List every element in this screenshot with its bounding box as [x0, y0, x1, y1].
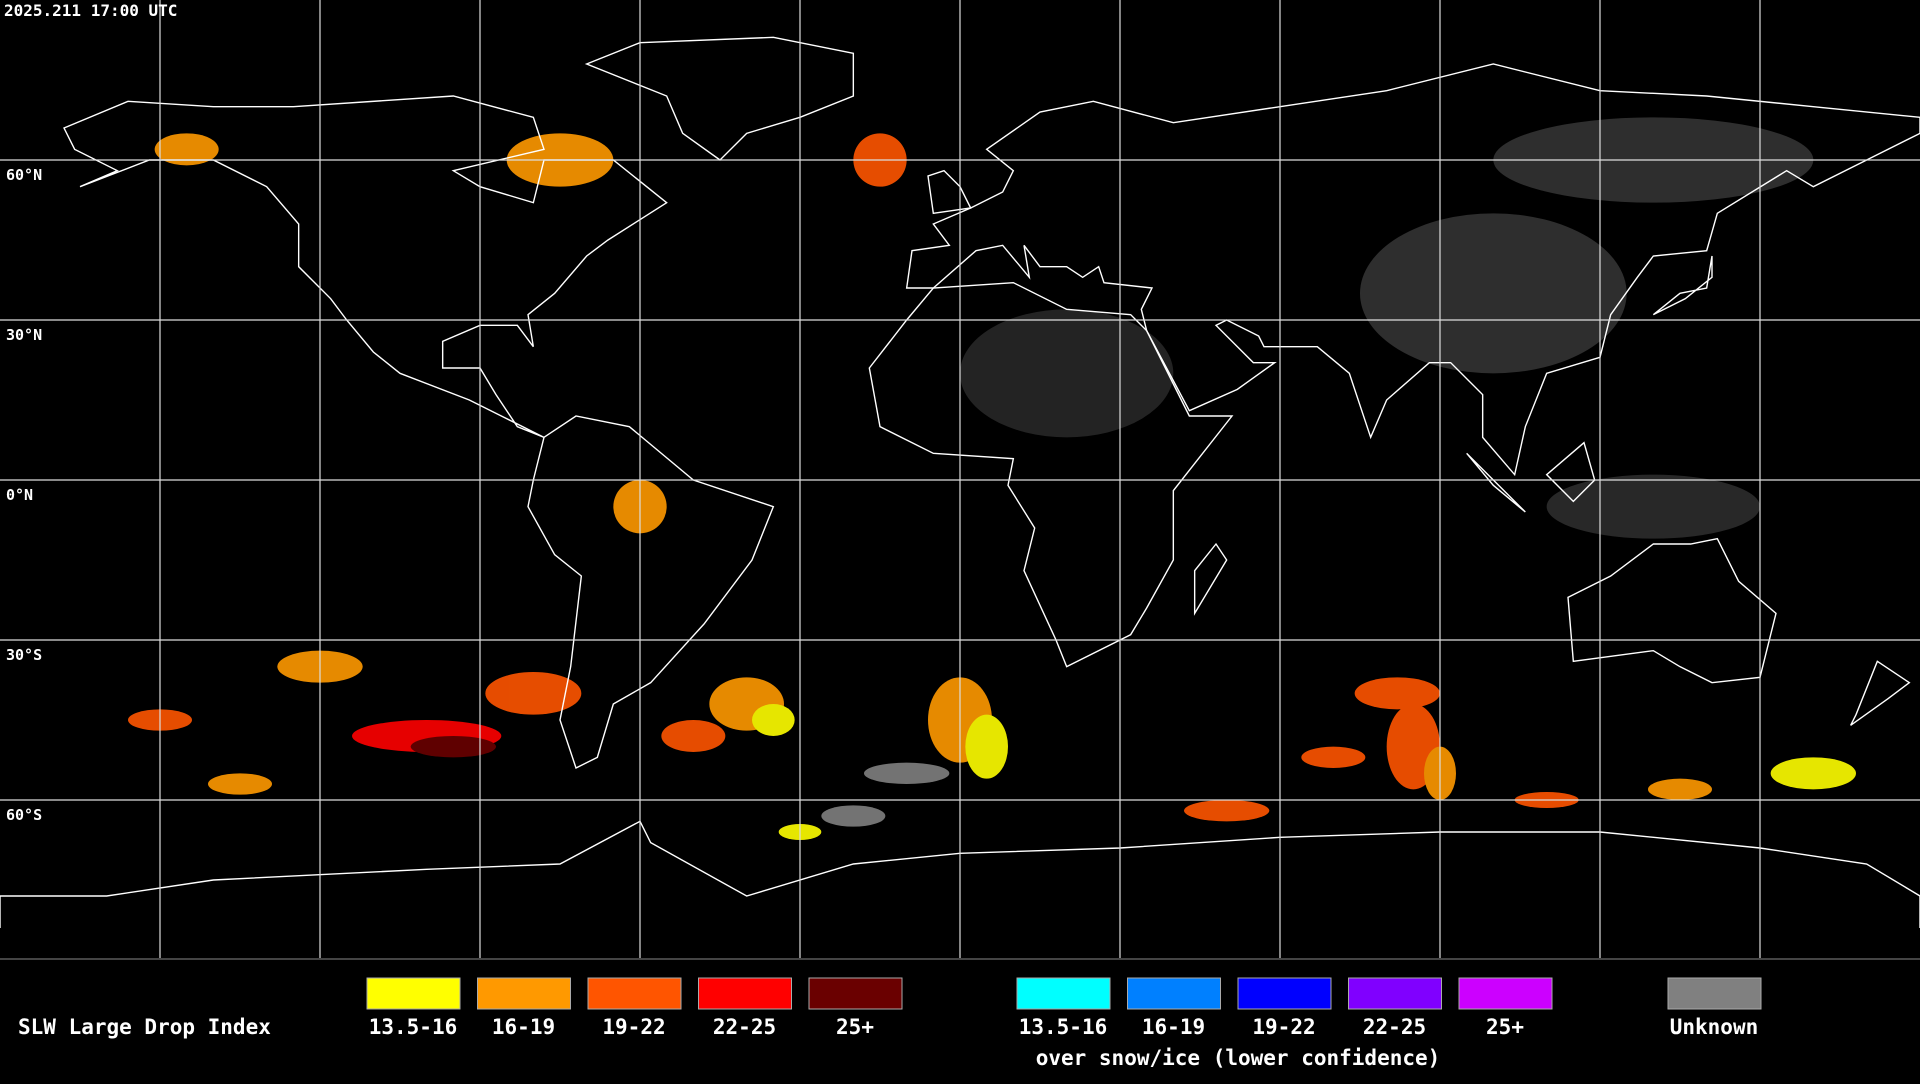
legend-swatch-label: 16-19	[492, 1015, 555, 1039]
latitude-label: 30°N	[6, 326, 42, 344]
snow-swatch-label: 16-19	[1142, 1015, 1205, 1039]
snow-swatch-label: 13.5-16	[1019, 1015, 1108, 1039]
snow-note: over snow/ice (lower confidence)	[1036, 1046, 1441, 1070]
legend-swatch-label: 22-25	[713, 1015, 776, 1039]
snow-swatch	[1016, 977, 1111, 1010]
legend-swatch-label: 13.5-16	[369, 1015, 458, 1039]
latitude-label: 60°S	[6, 806, 42, 824]
legend-band	[0, 958, 1920, 1080]
timestamp: 2025.211 17:00 UTC	[4, 1, 177, 20]
latitude-label: 60°N	[6, 166, 42, 184]
cloud-field	[128, 117, 1856, 840]
snow-swatch	[1237, 977, 1332, 1010]
legend-swatch	[587, 977, 682, 1010]
graticule	[0, 0, 1920, 958]
snow-swatch-label: 22-25	[1363, 1015, 1426, 1039]
legend-swatch-label: 19-22	[602, 1015, 665, 1039]
legend-swatch	[366, 977, 461, 1010]
unknown-swatch	[1667, 977, 1762, 1010]
snow-swatch	[1127, 977, 1221, 1010]
unknown-swatch-label: Unknown	[1670, 1015, 1759, 1039]
legend-swatch	[808, 977, 903, 1010]
snow-swatch-label: 25+	[1486, 1015, 1524, 1039]
snow-swatch	[1458, 977, 1553, 1010]
legend-title: SLW Large Drop Index	[18, 1015, 271, 1039]
legend-swatch-label: 25+	[836, 1015, 874, 1039]
snow-swatch-label: 19-22	[1252, 1015, 1315, 1039]
latitude-label: 30°S	[6, 646, 42, 664]
snow-swatch	[1348, 977, 1442, 1010]
legend-swatch	[698, 977, 792, 1010]
latitude-label: 0°N	[6, 486, 33, 504]
legend-swatch	[477, 977, 571, 1010]
